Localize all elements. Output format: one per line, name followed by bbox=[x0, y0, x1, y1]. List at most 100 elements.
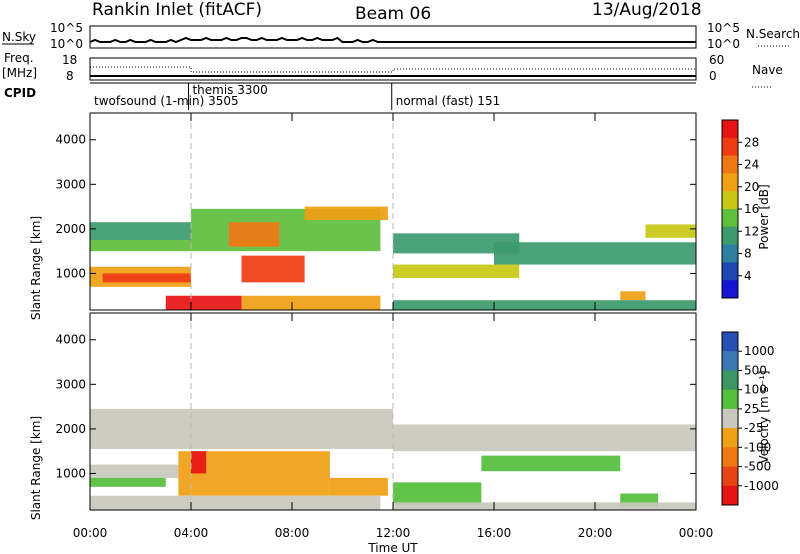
y-tick-label: 1000 bbox=[55, 466, 86, 480]
velocity-yaxis-label: Slant Range [km] bbox=[29, 416, 43, 520]
colorbar-tick-label: 24 bbox=[744, 158, 759, 172]
nsky-trace bbox=[89, 36, 696, 44]
colorbar-tick-label: 100 bbox=[744, 383, 767, 397]
colorbar-tick-label: 12 bbox=[744, 224, 759, 238]
velocity-region bbox=[329, 477, 388, 496]
power-yaxis-label: Slant Range [km] bbox=[29, 216, 43, 320]
colorbar-swatch bbox=[722, 280, 738, 299]
velocity-region bbox=[393, 502, 696, 510]
power-region bbox=[494, 242, 696, 265]
velocity-region bbox=[393, 482, 482, 505]
power-colorbar-label: Power [dB] bbox=[757, 184, 771, 249]
colorbar-swatch bbox=[722, 137, 738, 157]
power-region bbox=[90, 240, 191, 252]
y-tick-label: 4000 bbox=[55, 333, 86, 347]
power-region bbox=[620, 291, 646, 301]
date-label: 13/Aug/2018 bbox=[592, 0, 702, 20]
freq-tick-bottom: 8 bbox=[66, 69, 74, 83]
colorbar-swatch bbox=[722, 351, 738, 371]
colorbar-swatch bbox=[722, 173, 738, 192]
colorbar-swatch bbox=[722, 262, 738, 281]
power-colorbar: 4 8 12 16 20 24 28 bbox=[721, 119, 759, 299]
x-tick-label: 20:00 bbox=[578, 526, 613, 540]
mode-label: twofsound (1-min) 3505 bbox=[94, 94, 239, 108]
nsearch-label: N.Search bbox=[746, 27, 800, 41]
colorbar-tick-label: 1000 bbox=[744, 344, 775, 358]
power-region bbox=[241, 255, 305, 283]
colorbar-swatch bbox=[722, 209, 738, 228]
mode-label: normal (fast) 151 bbox=[396, 94, 500, 108]
nave-trace bbox=[90, 66, 696, 73]
nsky-tick-bottom: 10^0 bbox=[50, 37, 83, 51]
power-region bbox=[102, 273, 191, 283]
x-tick-label: 00:00 bbox=[679, 526, 714, 540]
power-region bbox=[393, 264, 520, 278]
power-region bbox=[241, 295, 381, 310]
velocity-region bbox=[191, 451, 207, 474]
power-region bbox=[645, 224, 696, 238]
colorbar-tick-label: 500 bbox=[744, 363, 767, 377]
colorbar-swatch bbox=[722, 389, 738, 410]
time-axis-label: Time UT bbox=[367, 541, 418, 554]
y-tick-label: 4000 bbox=[55, 133, 86, 147]
colorbar-tick-label: 28 bbox=[744, 135, 759, 149]
freq-label: Freq. bbox=[4, 51, 34, 65]
y-tick-label: 1000 bbox=[55, 266, 86, 280]
velocity-region bbox=[481, 455, 621, 472]
nave-tick-top: 60 bbox=[709, 53, 724, 67]
colorbar-tick-label: 16 bbox=[744, 202, 759, 216]
colorbar-tick-label: -100 bbox=[744, 440, 771, 454]
nsky-label: N.Sky bbox=[2, 30, 36, 44]
power-region bbox=[393, 300, 696, 310]
velocity-colorbar: 1000 500 100 25 -25 -100 -500 -1000 bbox=[721, 331, 779, 506]
colorbar-swatch bbox=[722, 155, 738, 174]
colorbar-swatch bbox=[722, 447, 738, 468]
y-tick-label: 3000 bbox=[55, 177, 86, 191]
x-tick-label: 12:00 bbox=[376, 526, 411, 540]
velocity-region bbox=[90, 477, 166, 487]
x-tick-label: 16:00 bbox=[477, 526, 512, 540]
power-region bbox=[304, 206, 388, 220]
x-tick-label: 00:00 bbox=[73, 526, 108, 540]
freq-units-label: [MHz] bbox=[2, 66, 37, 80]
colorbar-swatch bbox=[722, 332, 738, 352]
colorbar-swatch bbox=[722, 466, 738, 487]
station-title: Rankin Inlet (fitACF) bbox=[92, 0, 262, 20]
nsearch-tick-top: 10^5 bbox=[707, 21, 740, 35]
power-region bbox=[165, 295, 242, 310]
x-tick-label: 08:00 bbox=[275, 526, 310, 540]
nsearch-tick-bottom: 10^0 bbox=[707, 37, 740, 51]
beam-label: Beam 06 bbox=[355, 4, 431, 24]
colorbar-tick-label: -1000 bbox=[744, 479, 779, 493]
power-region bbox=[90, 222, 191, 241]
nsky-strip-frame bbox=[89, 25, 697, 49]
colorbar-swatch bbox=[722, 226, 738, 246]
freq-strip-frame bbox=[89, 57, 697, 81]
velocity-region bbox=[90, 408, 393, 449]
cpid-label: CPID bbox=[4, 86, 36, 100]
nave-tick-bottom: 0 bbox=[709, 69, 717, 83]
colorbar-swatch bbox=[722, 370, 738, 391]
velocity-region bbox=[90, 495, 381, 510]
y-tick-label: 3000 bbox=[55, 377, 86, 391]
colorbar-tick-label: 4 bbox=[744, 269, 752, 283]
colorbar-swatch bbox=[722, 191, 738, 210]
colorbar-swatch bbox=[722, 428, 738, 448]
nave-label: Nave bbox=[752, 63, 783, 77]
velocity-colorbar-label: Velocity [m s⁻¹] bbox=[757, 370, 771, 463]
colorbar-swatch bbox=[722, 120, 738, 139]
colorbar-tick-label: -25 bbox=[744, 421, 764, 435]
colorbar-frame bbox=[721, 331, 739, 506]
colorbar-swatch bbox=[722, 485, 738, 506]
mode-label: themis 3300 bbox=[192, 83, 267, 97]
colorbar-tick-label: 20 bbox=[744, 180, 759, 194]
velocity-region bbox=[393, 424, 696, 452]
power-panel: 1000 2000 3000 4000 bbox=[55, 112, 697, 311]
power-region bbox=[393, 233, 520, 254]
colorbar-tick-label: -500 bbox=[744, 460, 771, 474]
x-tick-label: 04:00 bbox=[174, 526, 209, 540]
power-region bbox=[228, 222, 280, 247]
colorbar-tick-label: 25 bbox=[744, 402, 759, 416]
velocity-region bbox=[90, 464, 179, 478]
